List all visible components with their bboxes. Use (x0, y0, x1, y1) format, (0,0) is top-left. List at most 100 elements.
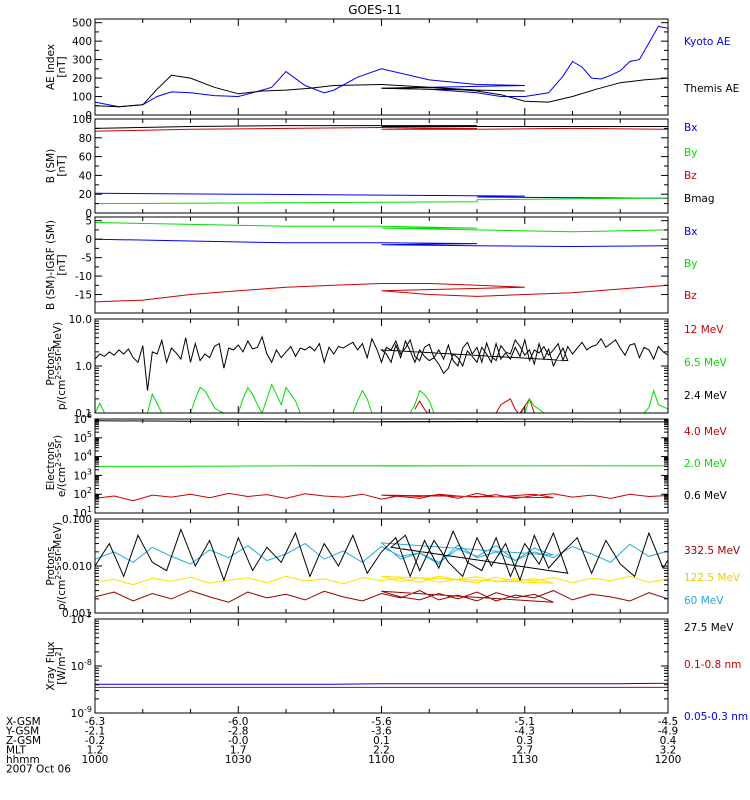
series-hp-0 (95, 590, 668, 603)
y-tick-label: 100 (72, 114, 92, 126)
x-axis-value: 1000 (82, 754, 109, 766)
y-tick-label: 102 (74, 486, 92, 501)
legend-entry: By (684, 258, 697, 270)
legend-entry: 2.0 MeV (684, 458, 728, 470)
y-axis-label: p/(cm2-s-sr-MeV) (52, 322, 68, 410)
y-tick-label: -5 (82, 253, 92, 265)
legend-entry: 122.5 MeV (684, 572, 741, 584)
x-axis-value: -5.6 (371, 716, 392, 728)
series-hp-3 (95, 527, 668, 582)
panel-ae: 0 100 200 300 400 500 AE Index [nT] Kyoto AE Them… (45, 18, 739, 122)
x-axis-value: 3.2 (660, 745, 677, 757)
y-tick-label: 105 (74, 430, 92, 445)
x-axis-value: 0.3 (516, 735, 533, 747)
x-axis-value: -4.5 (658, 716, 679, 728)
legend-entry: 6.5 MeV (684, 357, 728, 369)
legend-entry: 2.4 MeV (684, 390, 728, 402)
panel-frame (94, 618, 669, 714)
legend-entry: 4.0 MeV (684, 426, 728, 438)
y-tick-label: 80 (79, 133, 92, 145)
y-tick-label: 0.010 (62, 561, 92, 573)
y-axis-label: Xray Flux (45, 641, 57, 690)
panel-b: 0 20 40 60 80 100 B (SM) [nT] Bx By Bz Bmag (45, 114, 715, 220)
x-axis-value: 0.4 (660, 735, 677, 747)
x-axis-value: -6.3 (85, 716, 106, 728)
series-e-0 (95, 492, 668, 502)
x-axis-value: -4.9 (658, 726, 679, 738)
legend-entry: 12 MeV (684, 324, 724, 336)
panel-x: 10-9 10-8 10-7 Xray Flux [W/m2] 0.1-0.8 nm 0.0… (45, 611, 748, 723)
y-tick-label: 10-7 (71, 611, 92, 626)
x-axis-value: -0.2 (85, 735, 106, 747)
x-axis-value: 0.1 (373, 735, 390, 747)
y-axis-label: AE Index (45, 44, 57, 90)
x-axis-value: 1130 (511, 754, 538, 766)
legend-entry: Bmag (684, 193, 715, 205)
panel-frame (94, 518, 669, 614)
y-tick-label: -10 (75, 271, 92, 283)
legend-entry: 0.6 MeV (684, 490, 728, 502)
legend-entry: 60 MeV (684, 595, 724, 607)
y-tick-label: 60 (79, 152, 92, 164)
y-axis-label: [nT] (56, 56, 68, 77)
y-tick-label: 103 (74, 467, 92, 482)
y-axis-label: Protons (45, 546, 57, 585)
x-axis-value: 1.2 (87, 745, 104, 757)
series-p-1 (95, 383, 668, 413)
y-tick-label: 10-8 (71, 658, 92, 673)
y-tick-label: 200 (72, 73, 92, 85)
x-axis-value: -4.3 (515, 726, 536, 738)
legend-entry: Bx (684, 226, 697, 238)
y-tick-label: 100 (72, 92, 92, 104)
panel-frame (94, 318, 669, 414)
y-tick-label: 10.0 (69, 314, 92, 326)
series-p-2 (95, 335, 668, 391)
y-tick-label: 5 (85, 216, 92, 228)
series-hp-2 (95, 542, 668, 565)
y-tick-label: 1.0 (75, 361, 92, 373)
x-axis-row-label: X-GSM (6, 716, 41, 728)
x-axis-value: -2.1 (85, 726, 106, 738)
y-axis-label: B (SM)-IGRF (SM) (45, 220, 57, 310)
series-hp-1 (95, 575, 668, 586)
x-axis-value: 1030 (225, 754, 252, 766)
y-tick-label: 101 (74, 505, 92, 520)
series-b-0 (95, 192, 668, 200)
y-tick-label: 40 (79, 170, 92, 182)
y-tick-label: 0.1 (75, 408, 92, 420)
x-axis-value: -6.0 (228, 716, 249, 728)
series-ae-1 (95, 57, 668, 108)
y-axis-label: Protons (45, 346, 57, 385)
series-b-2 (95, 126, 668, 133)
y-tick-label: 0.100 (62, 514, 92, 526)
x-axis-value: -5.1 (515, 716, 536, 728)
y-tick-label: 400 (72, 36, 92, 48)
y-tick-label: 0 (85, 208, 92, 220)
legend-entry: 332.5 MeV (684, 545, 741, 557)
y-axis-label: e/(cm2-s-sr) (52, 435, 68, 497)
x-axis-row-label: Y-GSM (5, 726, 39, 738)
y-tick-label: 0 (85, 110, 92, 122)
legend-entry: Kyoto AE (684, 36, 730, 48)
series-ae-0 (95, 25, 668, 108)
y-tick-label: 0.001 (62, 608, 92, 620)
legend-entry: 0.05-0.3 nm (684, 711, 748, 723)
x-axis-value: 1.7 (230, 745, 247, 757)
y-axis-label: [W/m2] (52, 647, 68, 684)
x-axis-row-label: hhmm (6, 754, 40, 766)
y-tick-label: 106 (74, 411, 92, 426)
y-axis-label: B (SM) (45, 149, 57, 183)
legend-entry: Bz (684, 170, 697, 182)
panel-e: 101 102 103 104 105 106 Electrons e/(cm2-s-sr) 4… (45, 411, 728, 520)
x-axis-value: 1200 (655, 754, 682, 766)
legend-entry: Bx (684, 122, 697, 134)
series-b-3 (95, 125, 668, 130)
x-axis-value: 1100 (368, 754, 395, 766)
series-e-2 (95, 420, 668, 423)
y-tick-label: 10-9 (71, 705, 92, 720)
x-axis-row-label: Z-GSM (6, 735, 41, 747)
y-tick-label: 104 (74, 449, 92, 464)
